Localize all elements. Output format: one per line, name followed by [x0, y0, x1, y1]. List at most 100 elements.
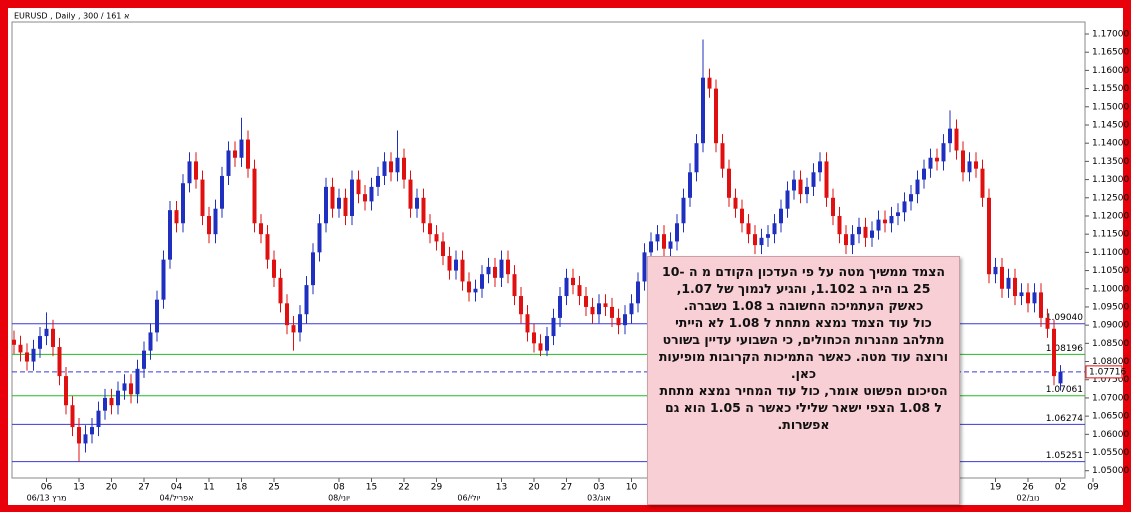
candle-body — [116, 390, 120, 406]
candle-body — [194, 161, 198, 180]
level-label: 1.07061 — [1046, 385, 1083, 395]
candle-body — [298, 314, 302, 333]
candle-body — [603, 303, 608, 307]
candle-body — [57, 346, 62, 377]
candle-body — [694, 143, 699, 173]
candle-body — [363, 194, 367, 202]
candle-body — [233, 150, 237, 158]
candle-body — [499, 259, 504, 278]
x-tick-label: 06 — [41, 483, 53, 493]
candle-body — [551, 317, 556, 337]
candle-body — [200, 179, 205, 216]
candle-body — [467, 281, 471, 293]
analysis-note: הצמד ממשיך מטה על פי העדכון הקודם מ ה 10… — [647, 256, 960, 505]
candle-body — [649, 241, 653, 253]
candle-body — [64, 376, 68, 406]
x-month-label: 06/13 מרץ — [27, 494, 67, 503]
candle-body — [356, 179, 361, 195]
candle-body — [538, 343, 543, 351]
candle-body — [1058, 371, 1063, 384]
y-tick-label: 1.06500 — [1092, 412, 1129, 422]
level-label: 1.06274 — [1046, 414, 1083, 424]
candle-body — [844, 234, 848, 246]
candle-body — [610, 306, 614, 318]
x-tick-label: 10 — [626, 483, 638, 493]
chart-title: EURUSD , Daily , א 161 / 300 — [14, 12, 129, 21]
candle-body — [122, 383, 127, 391]
candle-body — [733, 197, 738, 209]
level-label: 1.09040 — [1046, 313, 1083, 323]
candle-body — [1013, 277, 1017, 297]
candle-body — [246, 139, 250, 169]
candle-body — [402, 157, 406, 180]
candle-body — [291, 325, 296, 333]
candle-body — [434, 234, 439, 242]
candle-body — [675, 223, 679, 242]
candle-body — [746, 223, 751, 235]
candle-body — [408, 179, 413, 209]
candle-body — [239, 139, 244, 158]
x-month-label: 02/נוב — [1017, 494, 1040, 503]
candle-body — [954, 128, 959, 151]
candle-body — [681, 197, 686, 224]
level-label: 1.08196 — [1046, 344, 1083, 354]
candle-body — [863, 226, 868, 238]
candle-body — [259, 223, 263, 235]
candle-body — [272, 259, 276, 278]
x-tick-label: 20 — [106, 483, 118, 493]
y-tick-label: 1.08500 — [1092, 339, 1129, 349]
candle-body — [1052, 328, 1056, 377]
candle-body — [577, 285, 582, 297]
candle-body — [785, 190, 790, 209]
candle-body — [545, 336, 549, 351]
candle-body — [824, 161, 829, 198]
candle-body — [688, 172, 692, 198]
candle-body — [837, 215, 842, 235]
candle-body — [415, 197, 419, 209]
x-tick-label: 29 — [431, 483, 443, 493]
candle-body — [96, 410, 101, 428]
candle-body — [12, 339, 16, 345]
candle-body — [818, 161, 822, 173]
candle-body — [421, 197, 426, 224]
candle-body — [168, 210, 172, 260]
x-tick-label: 18 — [236, 483, 248, 493]
candle-body — [753, 234, 757, 246]
y-tick-label: 1.11000 — [1092, 248, 1129, 258]
candle-body — [278, 277, 283, 304]
y-tick-label: 1.15000 — [1092, 102, 1129, 112]
candle-body — [181, 183, 185, 224]
candle-body — [18, 344, 23, 353]
candle-body — [109, 397, 114, 406]
candle-body — [207, 215, 211, 235]
candle-body — [798, 179, 803, 195]
candle-body — [317, 223, 322, 253]
candle-body — [525, 314, 530, 333]
x-month-label: 06/יולי — [457, 494, 480, 503]
x-tick-label: 27 — [138, 483, 149, 493]
y-tick-label: 1.05500 — [1092, 448, 1129, 458]
candle-body — [382, 161, 387, 176]
candle-body — [252, 168, 257, 224]
candle-body — [974, 161, 978, 169]
candle-body — [486, 266, 491, 275]
candle-body — [941, 143, 946, 162]
candle-body — [655, 234, 660, 242]
candle-body — [915, 179, 920, 195]
candle-body — [480, 274, 484, 289]
candle-body — [616, 317, 621, 326]
candle-body — [883, 219, 887, 224]
candle-body — [428, 223, 432, 235]
y-tick-label: 1.08000 — [1092, 357, 1129, 367]
candle-body — [857, 226, 861, 235]
y-tick-label: 1.12000 — [1092, 211, 1129, 221]
candle-body — [831, 197, 835, 216]
candle-body — [571, 277, 575, 286]
candle-body — [850, 234, 855, 246]
candle-body — [1045, 317, 1050, 329]
candle-body — [564, 277, 569, 297]
note-paragraph: הצמד ממשיך מטה על פי העדכון הקודם מ ה 10… — [662, 264, 945, 313]
level-label: 1.05251 — [1046, 451, 1083, 461]
x-tick-label: 20 — [528, 483, 540, 493]
plot-frame — [11, 21, 1086, 479]
